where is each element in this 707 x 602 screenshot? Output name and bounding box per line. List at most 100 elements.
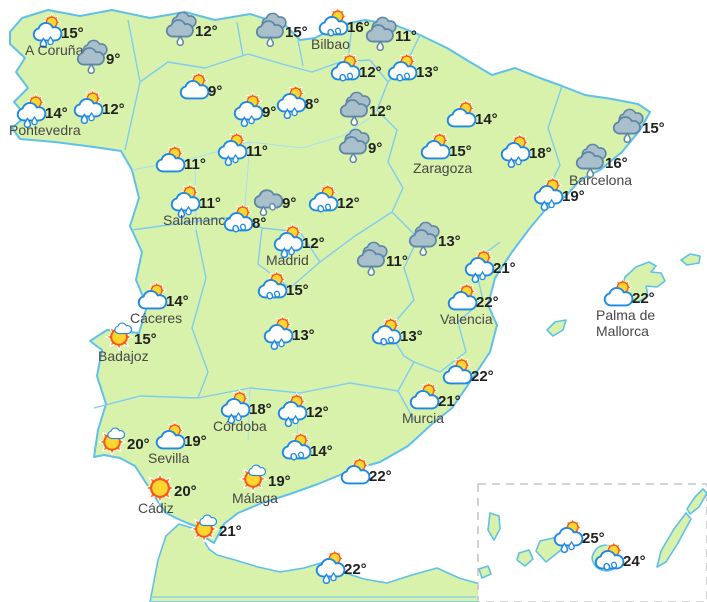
temperature-label: 24° <box>623 553 646 570</box>
weather-station[interactable]: 22° <box>439 355 494 391</box>
weather-station[interactable]: 11° <box>363 15 417 51</box>
sun-cloud-icon <box>152 143 188 179</box>
weather-station[interactable]: 9° <box>336 127 382 163</box>
temperature-label: 15° <box>286 282 309 299</box>
dark-cloud-rain-icon <box>253 11 289 47</box>
weather-station[interactable]: 8° <box>220 202 266 238</box>
weather-station[interactable]: 12° <box>305 182 360 218</box>
temperature-label: 14° <box>475 111 498 128</box>
weather-station[interactable]: 20° <box>95 423 150 459</box>
sun-cloud-rain-icon <box>497 132 533 168</box>
weather-station[interactable]: 13° <box>384 51 439 87</box>
weather-station[interactable]: 15° Zaragoza <box>413 130 472 176</box>
sun-cloud-rain-icon <box>260 314 296 350</box>
dark-cloud-rain-icon <box>610 107 646 143</box>
weather-station[interactable]: 12° <box>163 10 218 46</box>
sun-cloud-rain-icon <box>312 548 348 584</box>
weather-station[interactable]: 9° <box>176 70 222 106</box>
dark-cloud-rain-icon <box>354 240 390 276</box>
temperature-label: 9° <box>208 83 223 100</box>
weather-station[interactable]: 21° <box>461 247 516 283</box>
weather-station[interactable]: 25° <box>550 517 605 553</box>
temperature-label: 11° <box>184 156 206 173</box>
weather-station[interactable]: 8° <box>273 83 319 119</box>
weather-station[interactable]: 16° Bilbao <box>311 6 370 52</box>
weather-station[interactable]: 19° <box>530 175 585 211</box>
weather-station[interactable]: 9° <box>230 91 276 127</box>
weather-station[interactable]: 20° Cádiz <box>138 470 197 516</box>
temperature-label: 12° <box>195 23 218 40</box>
weather-station[interactable]: 15° <box>253 11 308 47</box>
weather-station[interactable]: 19° Málaga <box>232 460 291 506</box>
weather-station[interactable]: 22° Palma de Mallorca <box>596 277 655 339</box>
weather-station[interactable]: 14° <box>443 98 498 134</box>
weather-station[interactable]: 14° <box>278 430 333 466</box>
dark-cloud-rain-icon <box>406 220 442 256</box>
sun-cloud-sleet-icon <box>384 51 420 87</box>
weather-station[interactable]: 11° <box>152 143 206 179</box>
weather-station[interactable]: 13° <box>260 314 315 350</box>
weather-station[interactable]: 9° <box>250 182 296 218</box>
weather-station[interactable]: 13° <box>406 220 461 256</box>
temperature-label: 22° <box>632 290 655 307</box>
city-label: Murcia <box>402 410 445 426</box>
weather-station[interactable]: 18° <box>497 132 552 168</box>
temperature-label: 12° <box>359 64 382 81</box>
weather-station[interactable]: 24° <box>591 540 646 576</box>
city-label: Málaga <box>232 490 278 506</box>
weather-station[interactable]: 15° Badajoz <box>98 318 157 364</box>
weather-station[interactable]: 11° <box>354 240 408 276</box>
sun-small-cloud-icon <box>187 510 223 546</box>
temperature-label: 19° <box>268 473 291 490</box>
temperature-label: 12° <box>306 404 329 421</box>
weather-station[interactable]: 12° <box>337 90 392 126</box>
sun-cloud-rain-icon <box>230 91 266 127</box>
weather-station[interactable]: 16° Barcelona <box>569 142 632 188</box>
temperature-label: 19° <box>184 433 207 450</box>
weather-station[interactable]: 15° A Coruña <box>25 12 84 58</box>
temperature-label: 9° <box>368 140 383 157</box>
weather-station[interactable]: 21° Murcia <box>402 380 461 426</box>
sun-cloud-sleet-icon <box>368 315 404 351</box>
weather-station[interactable]: 18° Córdoba <box>213 388 272 434</box>
weather-station[interactable]: 13° <box>368 315 423 351</box>
weather-station[interactable]: 21° <box>187 510 242 546</box>
weather-station[interactable]: 11° Salamanca <box>163 182 233 228</box>
sun-cloud-sleet-icon <box>591 540 627 576</box>
city-label: Cáceres <box>130 310 183 326</box>
temperature-label: 14° <box>310 443 333 460</box>
weather-station[interactable]: 14° Pontevedra <box>9 92 81 138</box>
temperature-label: 12° <box>337 195 360 212</box>
temperature-label: 8° <box>252 215 267 232</box>
temperature-label: 25° <box>582 530 605 547</box>
weather-station[interactable]: 15° <box>254 269 309 305</box>
temperature-label: 12° <box>369 103 392 120</box>
city-label: Sevilla <box>148 450 190 466</box>
sun-cloud-rain-icon <box>461 247 497 283</box>
sun-cloud-sleet-icon <box>305 182 341 218</box>
weather-station[interactable]: 12° <box>70 88 125 124</box>
weather-station[interactable]: 15° <box>610 107 665 143</box>
sun-cloud-rain-icon <box>214 130 250 166</box>
temperature-label: 22° <box>369 468 392 485</box>
city-label: Madrid <box>266 252 309 268</box>
weather-station[interactable]: 12° <box>274 391 329 427</box>
weather-station[interactable]: 22° <box>312 548 367 584</box>
weather-station[interactable]: 9° <box>74 38 120 74</box>
city-label: Zaragoza <box>413 160 473 176</box>
dark-cloud-rain-icon <box>74 38 110 74</box>
weather-station[interactable]: 14° Cáceres <box>130 280 189 326</box>
temperature-label: 11° <box>395 28 417 45</box>
weather-station[interactable]: 19° Sevilla <box>148 420 207 466</box>
weather-station[interactable]: 11° <box>214 130 268 166</box>
weather-station[interactable]: 22° <box>337 455 392 491</box>
dark-cloud-sleet-icon <box>250 182 286 218</box>
city-label: Cádiz <box>138 500 174 516</box>
temperature-label: 13° <box>292 327 315 344</box>
weather-station[interactable]: 22° Valencia <box>440 281 499 327</box>
weather-station[interactable]: 12° Madrid <box>266 222 325 268</box>
weather-station[interactable]: 12° <box>327 51 382 87</box>
sun-cloud-icon <box>337 455 373 491</box>
